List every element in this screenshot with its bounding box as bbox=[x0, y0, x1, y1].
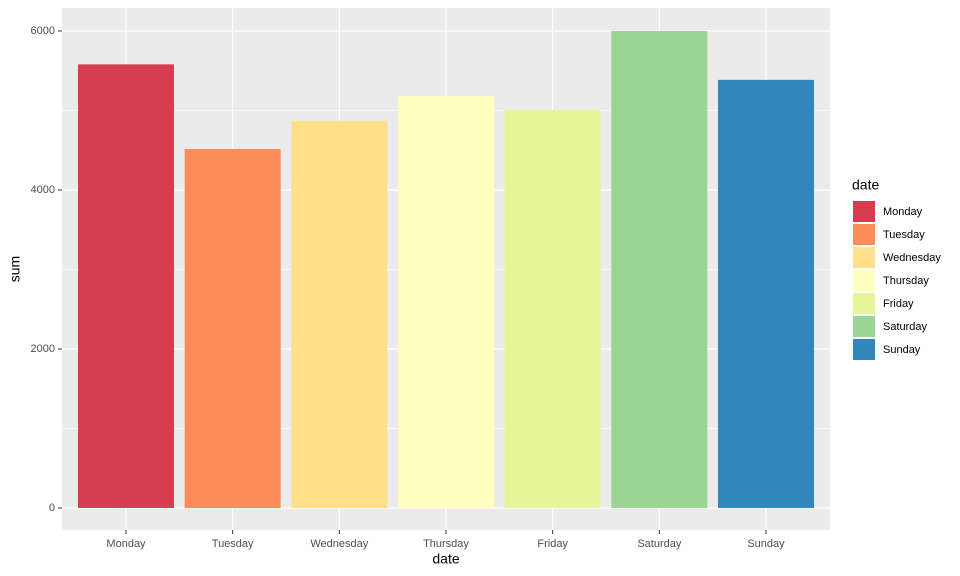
legend-title: date bbox=[852, 177, 879, 193]
x-tick-label: Thursday bbox=[423, 538, 469, 550]
legend-label: Wednesday bbox=[883, 252, 941, 264]
bar bbox=[78, 64, 174, 508]
legend-label: Thursday bbox=[883, 275, 929, 287]
x-tick-label: Monday bbox=[106, 538, 146, 550]
y-tick-label: 4000 bbox=[31, 184, 55, 196]
legend-key bbox=[853, 201, 875, 222]
legend-key bbox=[853, 247, 875, 268]
x-axis-title: date bbox=[432, 551, 459, 567]
bars bbox=[78, 30, 814, 508]
legend-label: Tuesday bbox=[883, 229, 925, 241]
bar bbox=[611, 30, 708, 508]
y-tick-label: 2000 bbox=[31, 343, 55, 355]
y-tick-label: 0 bbox=[49, 502, 55, 514]
x-tick-label: Tuesday bbox=[212, 538, 254, 550]
x-tick-label: Saturday bbox=[637, 538, 682, 550]
legend-label: Friday bbox=[883, 298, 914, 310]
legend-key bbox=[853, 316, 875, 337]
y-axis-title: sum bbox=[7, 256, 23, 282]
x-tick-label: Sunday bbox=[747, 538, 785, 550]
bar bbox=[718, 79, 814, 508]
y-tick-label: 6000 bbox=[31, 25, 55, 37]
x-tick-label: Wednesday bbox=[310, 538, 368, 550]
bar bbox=[184, 149, 281, 508]
legend-key bbox=[853, 293, 875, 314]
legend-label: Sunday bbox=[883, 344, 921, 356]
bar bbox=[504, 110, 601, 508]
legend-key bbox=[853, 270, 875, 291]
legend-key bbox=[853, 339, 875, 360]
legend-label: Saturday bbox=[883, 321, 928, 333]
legend-key bbox=[853, 224, 875, 245]
bar bbox=[398, 96, 494, 508]
x-tick-label: Friday bbox=[537, 538, 568, 550]
legend-label: Monday bbox=[883, 206, 923, 218]
bar bbox=[291, 120, 388, 508]
